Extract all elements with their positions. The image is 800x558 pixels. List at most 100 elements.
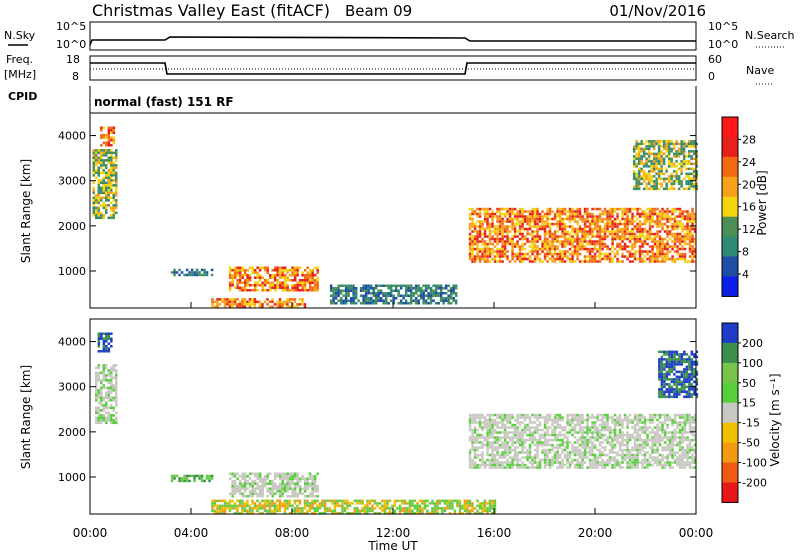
data-cell (589, 240, 592, 243)
data-cell (471, 419, 474, 422)
data-cell (559, 466, 562, 469)
data-cell (529, 258, 532, 261)
data-cell (599, 230, 602, 233)
data-cell (431, 510, 434, 512)
data-cell (330, 295, 333, 298)
data-cell (666, 245, 669, 248)
data-cell (639, 240, 642, 243)
data-cell (394, 510, 397, 512)
data-cell (604, 228, 607, 231)
data-cell (599, 240, 602, 243)
data-cell (376, 502, 379, 505)
data-cell (321, 505, 324, 508)
data-cell (231, 480, 234, 483)
data-cell (362, 297, 365, 300)
data-cell (372, 290, 375, 293)
data-cell (486, 258, 489, 261)
data-cell (673, 175, 676, 178)
data-cell (445, 300, 448, 303)
data-cell (616, 243, 619, 246)
data-cell (514, 449, 517, 452)
data-cell (294, 488, 297, 491)
data-cell (559, 218, 562, 221)
data-cell (534, 456, 537, 459)
data-cell (241, 485, 244, 488)
data-cell (554, 436, 557, 439)
data-cell (231, 493, 234, 496)
data-cell (511, 255, 514, 257)
data-cell (571, 426, 574, 429)
data-cell (504, 434, 507, 437)
data-cell (511, 245, 514, 248)
data-cell (471, 230, 474, 233)
data-cell (234, 274, 237, 277)
data-cell (261, 267, 264, 270)
data-cell (653, 188, 656, 191)
data-cell (524, 258, 527, 261)
data-cell (266, 267, 269, 270)
data-cell (556, 449, 559, 452)
data-cell (566, 238, 569, 241)
data-cell (311, 274, 314, 277)
data-cell (646, 444, 649, 447)
data-cell (108, 139, 111, 142)
data-cell (504, 240, 507, 243)
data-cell (501, 431, 504, 434)
data-cell (479, 240, 482, 243)
data-cell (98, 209, 101, 212)
data-cell (566, 225, 569, 228)
data-cell (100, 134, 103, 137)
data-cell (621, 461, 624, 464)
data-cell (619, 446, 622, 449)
data-cell (511, 444, 514, 447)
data-cell (115, 177, 118, 180)
data-cell (110, 367, 113, 370)
data-cell (291, 490, 294, 493)
data-cell (397, 302, 400, 305)
data-cell (633, 165, 636, 168)
data-cell (476, 230, 479, 233)
data-cell (108, 389, 111, 392)
data-cell (584, 451, 587, 454)
data-cell (504, 215, 507, 218)
data-cell (521, 258, 524, 261)
data-cell (103, 189, 106, 192)
data-cell (459, 502, 462, 505)
data-cell (108, 162, 111, 165)
data-cell (489, 436, 492, 439)
data-cell (301, 289, 304, 292)
data-cell (105, 212, 108, 215)
data-cell (654, 243, 657, 246)
data-cell (651, 449, 654, 452)
data-cell (680, 173, 683, 176)
data-cell (526, 434, 529, 437)
data-cell (479, 213, 482, 216)
data-cell (596, 459, 599, 462)
data-cell (584, 441, 587, 444)
data-cell (471, 436, 474, 439)
data-cell (474, 429, 477, 432)
data-cell (660, 145, 663, 148)
data-cell (576, 416, 579, 419)
data-cell (484, 253, 487, 256)
data-cell (549, 228, 552, 231)
data-cell (586, 444, 589, 447)
data-cell (564, 233, 567, 236)
data-cell (516, 441, 519, 444)
data-cell (486, 431, 489, 434)
data-cell (362, 300, 365, 303)
data-cell (289, 502, 292, 505)
data-cell (264, 279, 267, 282)
data-cell (596, 426, 599, 429)
data-cell (664, 238, 667, 241)
data-cell (566, 466, 569, 469)
data-cell (294, 475, 297, 478)
data-cell (95, 409, 98, 412)
data-cell (98, 207, 101, 210)
data-cell (639, 215, 642, 218)
data-cell (561, 461, 564, 464)
data-cell (651, 416, 654, 419)
data-cell (596, 449, 599, 452)
data-cell (574, 464, 577, 467)
data-cell (436, 500, 439, 503)
